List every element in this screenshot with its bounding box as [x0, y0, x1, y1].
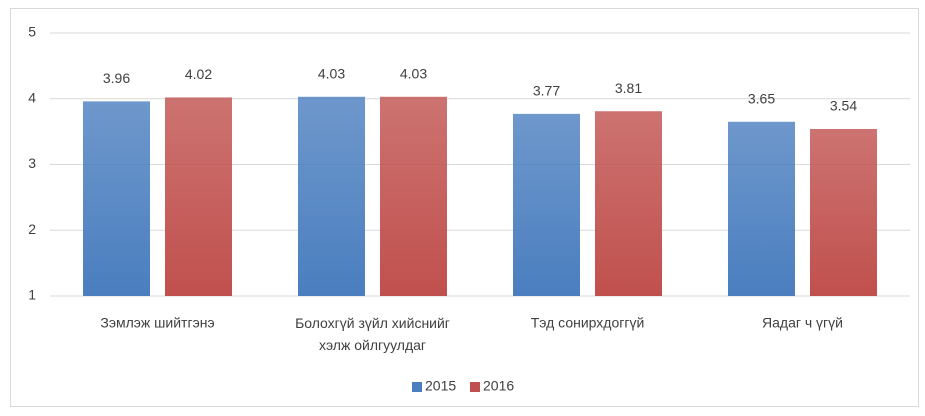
bar [165, 97, 232, 296]
y-tick-label: 3 [28, 155, 36, 171]
legend-label: 2015 [425, 378, 456, 394]
legend-swatch [470, 382, 480, 392]
y-tick-label: 4 [28, 89, 36, 105]
y-tick-label: 5 [28, 24, 36, 40]
bar [595, 111, 662, 297]
data-label: 3.96 [103, 70, 130, 86]
x-tick-label: Зэмлэж шийтгэнэ [100, 315, 214, 331]
bar [83, 101, 150, 296]
data-label: 4.03 [318, 65, 345, 81]
y-tick-label: 2 [28, 221, 36, 237]
data-label: 3.54 [830, 98, 857, 114]
data-label: 4.02 [185, 66, 212, 82]
bar [380, 96, 447, 296]
legend-label: 2016 [483, 378, 514, 394]
bar [513, 113, 580, 296]
bar [728, 121, 795, 296]
data-label: 3.65 [748, 90, 775, 106]
legend-swatch [412, 382, 422, 392]
y-tick-label: 1 [28, 287, 36, 303]
bar [298, 96, 365, 296]
data-label: 4.03 [400, 65, 427, 81]
bar [810, 128, 877, 296]
x-tick-label: Тэд сонирхдоггүй [531, 315, 645, 331]
x-tick-label: Яадаг ч үгүй [762, 315, 843, 331]
data-label: 3.77 [533, 83, 560, 99]
x-tick-label: Болохгүй зүйл хийснийг хэлж ойлгуулдаг [295, 315, 450, 353]
data-label: 3.81 [615, 80, 642, 96]
